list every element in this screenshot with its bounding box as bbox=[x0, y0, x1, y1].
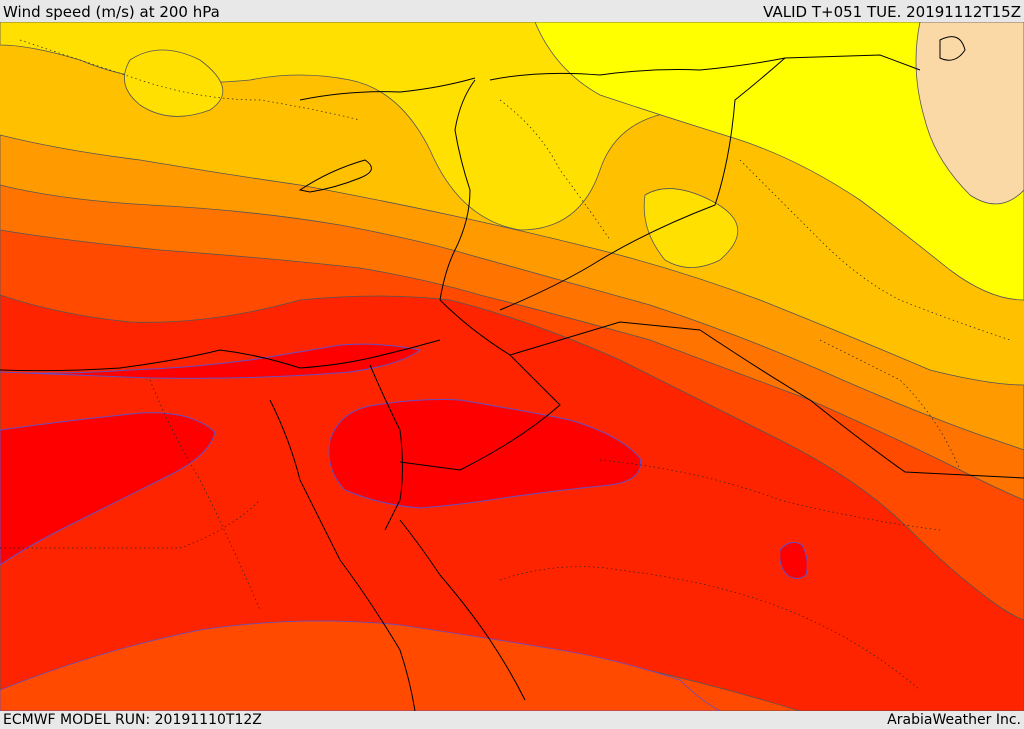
credit: ArabiaWeather Inc. bbox=[887, 712, 1021, 728]
coast-cyprus bbox=[298, 159, 372, 193]
border-syria-turkey bbox=[489, 57, 786, 81]
border-iraq-saudi bbox=[509, 321, 1024, 479]
band-level2-east bbox=[643, 188, 738, 268]
jet-core-east bbox=[779, 541, 808, 579]
coast-sinai-gulf bbox=[269, 399, 416, 711]
band-level2-west bbox=[123, 49, 224, 117]
wind-speed-map bbox=[0, 22, 1024, 711]
footer-bar: ECMWF MODEL RUN: 20191110T12Z ArabiaWeat… bbox=[0, 711, 1024, 729]
map-title: Wind speed (m/s) at 200 hPa bbox=[3, 3, 220, 21]
band-level1 bbox=[534, 22, 1024, 301]
model-run: ECMWF MODEL RUN: 20191110T12Z bbox=[3, 712, 262, 728]
coast-egypt-north bbox=[0, 339, 441, 372]
coast-red-sea-east bbox=[399, 519, 526, 701]
coast-turkey bbox=[299, 77, 476, 101]
jet-core-center bbox=[328, 399, 642, 509]
coast-levant bbox=[439, 79, 476, 301]
coastlines bbox=[0, 36, 1024, 711]
border-jordan-iraq bbox=[499, 54, 921, 311]
header-bar: Wind speed (m/s) at 200 hPa VALID T+051 … bbox=[0, 0, 1024, 22]
border-saudi-jordan bbox=[399, 299, 561, 471]
valid-time: VALID T+051 TUE. 20191112T15Z bbox=[763, 3, 1021, 21]
band-level6-south bbox=[0, 620, 721, 711]
coast-caspian bbox=[939, 36, 966, 61]
jet-core-west bbox=[0, 343, 422, 379]
jet-core-southwest bbox=[0, 412, 216, 566]
border-israel bbox=[369, 364, 403, 531]
internal-boundaries bbox=[0, 39, 1011, 691]
